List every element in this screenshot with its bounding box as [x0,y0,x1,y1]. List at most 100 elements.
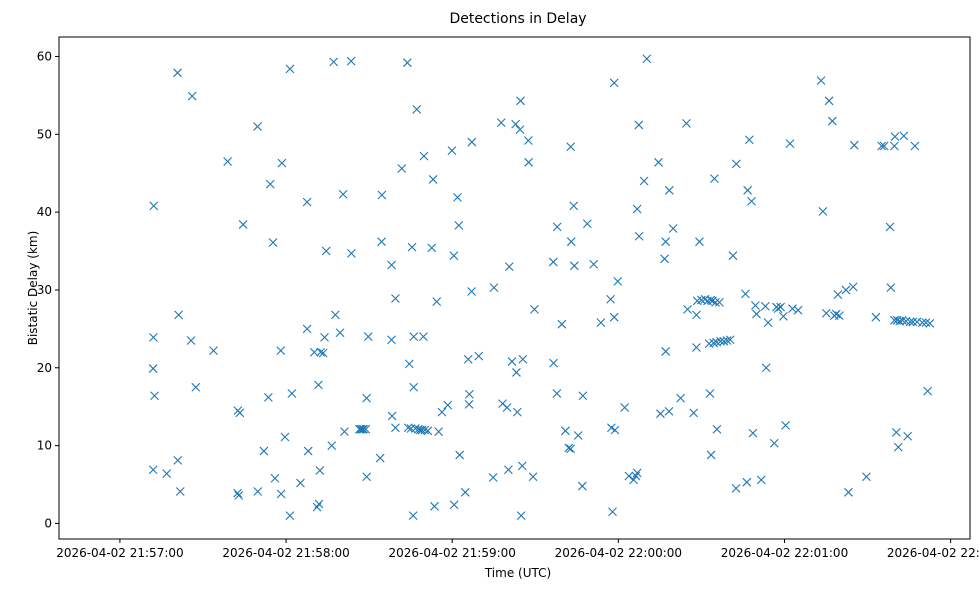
data-point [270,473,280,483]
data-point [375,453,385,463]
y-tick-label: 0 [44,516,52,530]
data-point [620,403,630,412]
data-point [844,487,853,497]
data-point [656,409,665,419]
data-point [891,427,901,437]
data-point [285,64,295,74]
y-axis-label: Bistatic Delay (km) [26,231,40,346]
data-point [327,441,337,450]
data-point [467,137,477,147]
data-point [596,318,606,328]
data-point [925,319,935,328]
data-point [893,442,903,452]
data-point [609,78,619,88]
data-point [549,358,558,368]
data-point [552,222,562,232]
data-point [634,120,644,130]
y-tick-label: 10 [37,439,52,453]
data-point [474,351,484,361]
data-point [496,118,506,128]
data-point [632,204,642,214]
data-point [187,91,197,101]
data-point [676,393,686,403]
data-point [890,141,899,151]
data-point [449,500,459,510]
data-point [504,465,513,475]
data-point [516,511,526,521]
data-point [816,76,826,85]
data-point [447,146,457,156]
data-point [818,206,828,216]
data-point [315,466,325,475]
data-point [437,407,447,417]
data-point [173,456,183,465]
data-point [564,443,574,453]
data-point [234,491,244,500]
data-point [419,151,429,161]
data-point [557,319,567,329]
data-point [464,399,474,409]
data-point [253,122,262,131]
data-point [899,131,909,141]
data-point [265,179,275,189]
data-point [515,125,525,135]
data-point [710,174,719,184]
data-point [335,328,345,338]
data-point [467,287,476,296]
data-point [489,283,499,292]
data-point [285,511,295,521]
data-point [276,489,286,499]
data-point [355,424,364,434]
data-point [277,158,287,168]
data-point [760,301,770,311]
data-point [742,477,752,487]
data-point [890,132,900,142]
data-point [302,197,312,207]
y-tick-label: 60 [37,49,52,63]
data-point [412,104,422,114]
data-point [905,317,915,327]
data-point [793,305,803,315]
data-point [359,424,368,434]
y-tick-label: 20 [37,361,52,375]
data-point [149,333,158,342]
data-point [330,310,340,320]
data-point [910,141,920,151]
data-point [776,302,785,312]
data-point [661,347,671,356]
data-point [419,332,428,342]
data-point [725,335,735,345]
data-point [361,424,371,434]
data-point [827,116,837,126]
data-point [303,446,313,456]
data-point [528,472,538,482]
data-point [443,400,453,410]
data-point [639,176,649,186]
data-point [877,141,887,151]
data-point [511,119,520,129]
data-point [449,251,459,261]
data-series [148,54,935,521]
chart-title: Detections in Delay [449,11,586,27]
data-point [460,487,470,497]
data-point [548,257,558,267]
data-point [408,511,418,521]
data-point [338,189,348,199]
data-point [407,242,417,252]
data-point [848,282,858,292]
data-point [402,58,412,68]
data-point [524,157,534,167]
data-point [403,423,413,433]
data-point [731,159,741,169]
data-point [589,259,599,269]
data-point [577,481,587,491]
data-point [862,472,871,482]
data-point [423,426,433,436]
data-point [552,389,562,398]
data-point [778,312,788,321]
data-point [410,424,420,433]
data-point [363,332,373,342]
data-point [377,237,386,247]
data-point [773,304,783,314]
data-point [788,304,797,314]
